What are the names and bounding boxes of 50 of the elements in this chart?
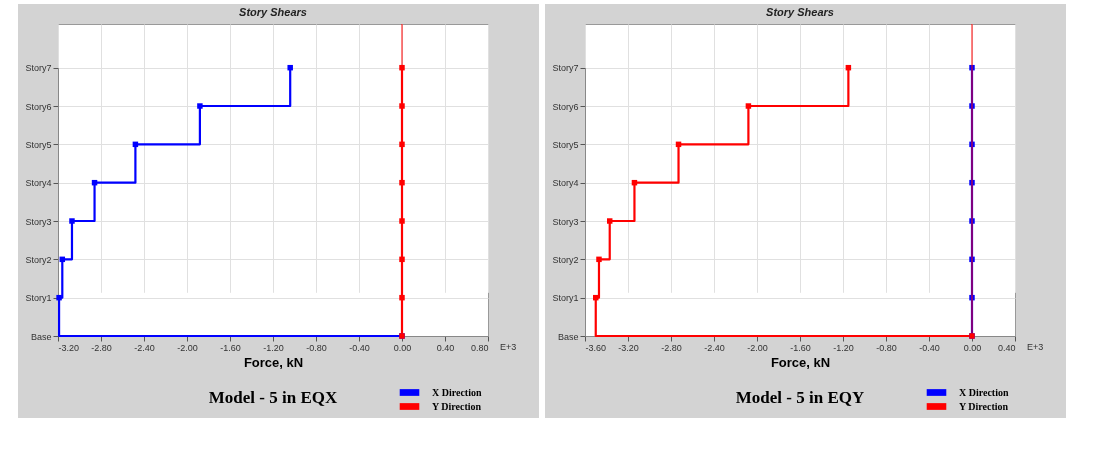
y-tick-label: Base — [557, 331, 579, 342]
x-tick-label: -1.60 — [220, 342, 241, 353]
x-tick-label: -2.80 — [91, 342, 112, 353]
x-tick-label: -1.20 — [833, 342, 854, 353]
x-tick-label: -1.60 — [790, 342, 811, 353]
y-tick-label: Story7 — [25, 63, 52, 74]
x-tick-label: 0.40 — [997, 342, 1016, 353]
x-tick-label: -2.80 — [661, 342, 682, 353]
legend-label: X Direction — [959, 386, 1009, 398]
x-axis-title: Force, kN — [243, 354, 304, 370]
x-tick-label: -3.60 — [585, 342, 607, 353]
legend-label: Y Direction — [959, 400, 1009, 412]
x-tick-label: -2.40 — [134, 342, 155, 353]
y-tick-label: Story4 — [25, 178, 52, 189]
y-tick-label: Base — [30, 331, 52, 342]
y-tick-label: Story1 — [552, 293, 579, 304]
text: Model - 5 in EQX — [208, 388, 338, 407]
text: E+3 — [500, 342, 517, 352]
y-tick-label: Story2 — [25, 254, 52, 265]
legend-label: X Direction — [432, 386, 482, 398]
chart-title: Story Shears — [239, 5, 307, 18]
x-tick-label: -0.40 — [919, 342, 940, 353]
y-tick-label: Story5 — [25, 139, 52, 150]
x-tick-label: 0.00 — [963, 342, 982, 353]
y-tick-label: Story2 — [552, 254, 579, 265]
x-tick-label: -2.00 — [177, 342, 198, 353]
y-tick-label: Story3 — [552, 216, 579, 227]
text: E+3 — [1027, 342, 1044, 352]
text: Model - 5 in EQY — [735, 388, 865, 407]
y-tick-label: Story4 — [552, 178, 579, 189]
y-tick-label: Story5 — [552, 139, 579, 150]
y-tick-label: Story6 — [552, 101, 579, 112]
y-tick-label: Story7 — [552, 63, 579, 74]
x-tick-label: -2.00 — [747, 342, 768, 353]
x-tick-label: -3.20 — [618, 342, 639, 353]
x-tick-label: 0.80 — [470, 342, 489, 353]
y-tick-label: Story1 — [25, 293, 52, 304]
x-tick-label: -0.80 — [876, 342, 897, 353]
x-tick-label: 0.00 — [393, 342, 412, 353]
x-tick-label: -3.20 — [58, 342, 80, 353]
x-tick-label: -1.20 — [263, 342, 284, 353]
legend-label: Y Direction — [432, 400, 482, 412]
x-tick-label: -2.40 — [704, 342, 725, 353]
x-axis-title: Force, kN — [770, 354, 831, 370]
y-tick-label: Story3 — [25, 216, 52, 227]
chart-title: Story Shears — [766, 5, 834, 18]
x-tick-label: -0.80 — [306, 342, 327, 353]
x-tick-label: -0.40 — [349, 342, 370, 353]
x-tick-label: 0.40 — [436, 342, 455, 353]
y-tick-label: Story6 — [25, 101, 52, 112]
